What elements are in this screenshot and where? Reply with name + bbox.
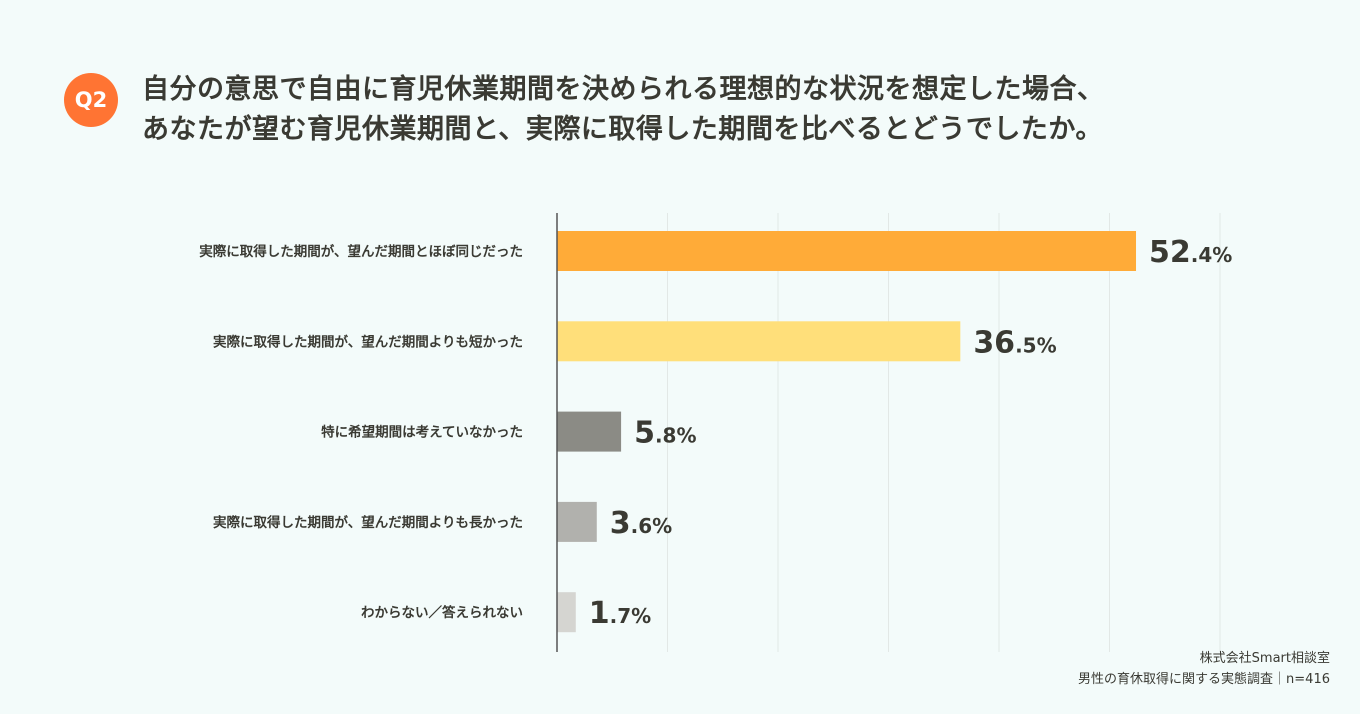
bar — [557, 592, 576, 633]
category-label: わからない／答えられない — [361, 604, 523, 621]
value-label: 5.8% — [634, 416, 696, 451]
footer: 株式会社Smart相談室 男性の育休取得に関する実態調査｜n=416 — [1078, 648, 1330, 690]
footer-source: 株式会社Smart相談室 — [1199, 651, 1330, 666]
bar — [557, 231, 1137, 271]
value-label: 1.7% — [589, 596, 651, 631]
category-label: 実際に取得した期間が、望んだ期間よりも長かった — [213, 514, 523, 531]
page-title: 自分の意思で自由に育児休業期間を決められる理想的な状況を想定した場合、 あなたが… — [142, 70, 1105, 150]
title-line-1: 自分の意思で自由に育児休業期間を決められる理想的な状況を想定した場合、 — [142, 74, 1105, 105]
bar — [557, 321, 961, 362]
category-label: 実際に取得した期間が、望んだ期間よりも短かった — [213, 333, 523, 350]
value-label: 52.4% — [1149, 235, 1232, 270]
title-line-2: あなたが望む育児休業期間と、実際に取得した期間を比べるとどうでしたか。 — [142, 114, 1103, 145]
footer-survey: 男性の育休取得に関する実態調査｜n=416 — [1078, 672, 1330, 687]
bar — [557, 501, 597, 542]
value-label: 3.6% — [610, 506, 672, 541]
value-label: 36.5% — [973, 325, 1056, 360]
category-label: 特に希望期間は考えていなかった — [321, 424, 523, 441]
bar — [557, 411, 622, 452]
category-label: 実際に取得した期間が、望んだ期間とほぼ同じだった — [199, 243, 523, 260]
question-badge: Q2 — [64, 73, 118, 127]
